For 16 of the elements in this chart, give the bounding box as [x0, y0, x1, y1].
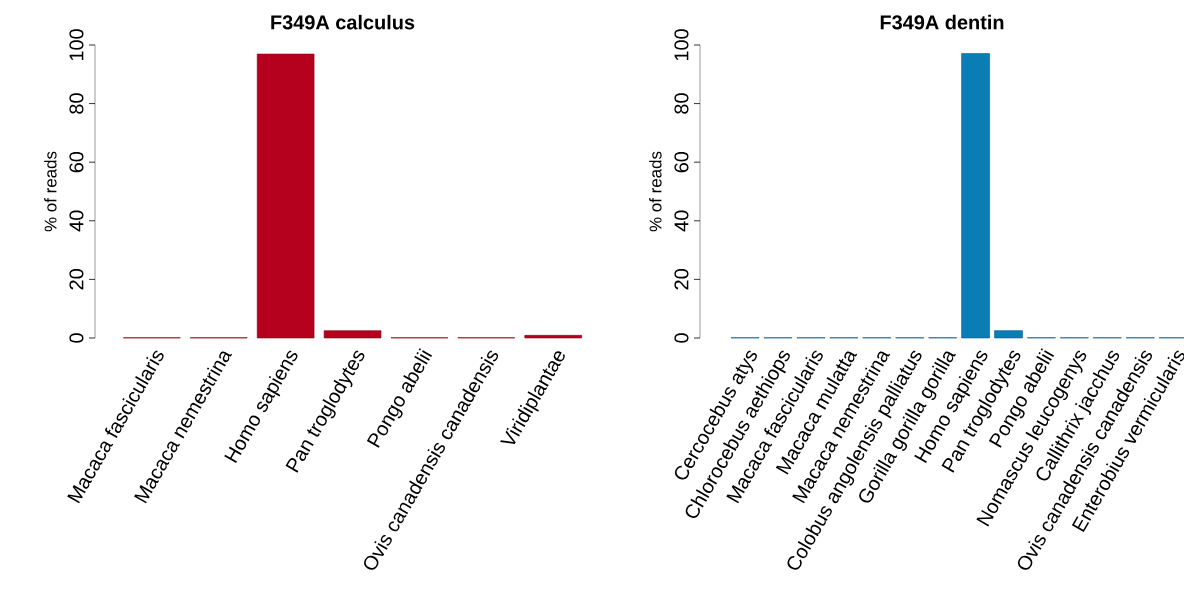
y-tick-label: 20 [69, 269, 84, 290]
chart-title: F349A dentin [880, 14, 1004, 30]
y-tick-label: 100 [69, 29, 84, 61]
y-axis-title: % of reads [649, 151, 662, 232]
y-tick-label: 0 [674, 333, 689, 343]
y-tick-label: 60 [69, 151, 84, 173]
y-tick-label: 100 [674, 29, 689, 61]
y-tick-label: 80 [674, 93, 689, 114]
y-tick-label: 40 [674, 210, 689, 232]
y-tick-label: 60 [674, 151, 689, 173]
y-tick-label: 0 [69, 333, 84, 343]
y-tick-label: 80 [69, 93, 84, 114]
y-tick-label: 40 [69, 210, 84, 232]
chart-title: F349A calculus [271, 14, 415, 30]
y-tick-label: 20 [674, 269, 689, 290]
y-axis-title: % of reads [44, 151, 57, 232]
